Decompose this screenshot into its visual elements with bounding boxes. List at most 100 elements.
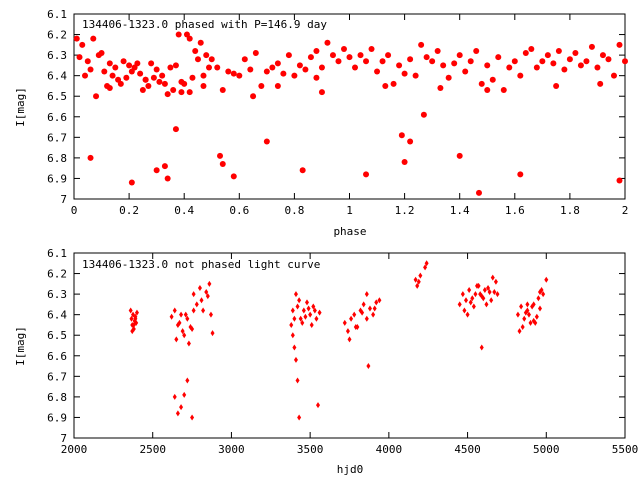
data-point: [167, 64, 174, 71]
x-tick-label: 2: [622, 204, 629, 217]
data-point: [522, 315, 527, 322]
data-point: [553, 82, 560, 89]
data-point: [525, 301, 530, 308]
data-point: [550, 60, 557, 67]
data-point: [506, 64, 513, 71]
data-point: [191, 307, 196, 314]
data-point: [306, 305, 311, 312]
data-point: [396, 62, 403, 69]
data-point: [434, 48, 441, 54]
data-point: [293, 356, 298, 363]
data-point: [190, 414, 195, 421]
data-point: [289, 321, 294, 328]
data-point: [423, 54, 430, 61]
data-point: [385, 52, 392, 59]
data-point: [304, 299, 309, 306]
x-tick-label: 1.6: [505, 204, 525, 217]
data-point: [367, 305, 372, 312]
data-point: [324, 39, 331, 46]
data-point: [98, 50, 105, 57]
data-point: [489, 76, 496, 83]
x-tick-label: 2000: [61, 443, 88, 456]
data-point: [153, 167, 160, 174]
data-point: [191, 291, 196, 298]
data-point: [263, 138, 270, 145]
y-tick-label: 6.3: [47, 288, 67, 301]
data-point: [307, 54, 314, 61]
data-point: [290, 307, 295, 314]
data-point: [407, 56, 414, 63]
data-point: [484, 87, 491, 94]
data-point: [301, 307, 306, 314]
data-point: [179, 311, 184, 318]
data-point: [352, 64, 359, 71]
data-point: [374, 68, 381, 75]
data-point: [73, 35, 80, 42]
data-point: [420, 111, 427, 118]
data-point: [481, 295, 486, 302]
data-point: [186, 340, 191, 347]
data-point: [164, 91, 171, 98]
x-tick-label: 3500: [297, 443, 324, 456]
data-point: [298, 315, 303, 322]
data-point: [537, 289, 542, 296]
data-point: [415, 282, 420, 289]
x-tick-label: 4000: [376, 443, 403, 456]
data-point: [291, 72, 298, 79]
y-tick-label: 6.9: [47, 172, 67, 185]
data-point: [295, 303, 300, 310]
data-point: [561, 66, 568, 73]
data-point: [189, 74, 196, 81]
data-point: [285, 52, 292, 59]
data-point: [544, 52, 551, 59]
data-point: [169, 313, 174, 320]
data-point: [183, 311, 188, 318]
data-point: [201, 307, 206, 314]
data-point: [178, 89, 185, 96]
data-point: [82, 72, 89, 79]
data-point: [292, 344, 297, 351]
data-point: [523, 309, 528, 316]
data-point: [126, 62, 133, 69]
data-point: [346, 54, 353, 61]
data-point: [214, 64, 221, 71]
data-point: [407, 138, 414, 145]
data-point: [599, 52, 606, 59]
data-point: [172, 307, 177, 314]
data-point: [335, 58, 342, 65]
y-tick-label: 7: [60, 432, 67, 445]
data-point: [463, 297, 468, 304]
y-tick-label: 6.6: [47, 350, 67, 363]
data-point: [429, 58, 436, 65]
data-point: [451, 60, 458, 67]
data-point: [588, 43, 595, 50]
data-point: [179, 404, 184, 411]
data-point: [312, 307, 317, 314]
data-point: [467, 58, 474, 65]
data-point: [357, 52, 364, 59]
data-point: [182, 391, 187, 398]
data-point: [150, 74, 157, 81]
data-point: [484, 301, 489, 308]
data-point: [182, 332, 187, 339]
y-tick-label: 6.5: [47, 90, 67, 103]
data-point: [460, 291, 465, 298]
data-point: [412, 72, 419, 79]
data-point: [207, 280, 212, 287]
data-point: [145, 82, 152, 89]
data-point: [101, 68, 108, 75]
data-point: [594, 64, 601, 71]
data-point: [84, 58, 91, 65]
data-point: [205, 64, 212, 71]
data-point: [379, 58, 386, 65]
data-point: [197, 39, 204, 46]
data-point: [371, 311, 376, 318]
data-point: [190, 326, 195, 333]
data-point: [302, 66, 309, 73]
data-point: [522, 50, 529, 57]
data-point: [361, 301, 366, 308]
data-point: [128, 307, 133, 314]
y-tick-label: 7: [60, 193, 67, 206]
data-point: [363, 171, 370, 178]
data-point: [374, 299, 379, 306]
